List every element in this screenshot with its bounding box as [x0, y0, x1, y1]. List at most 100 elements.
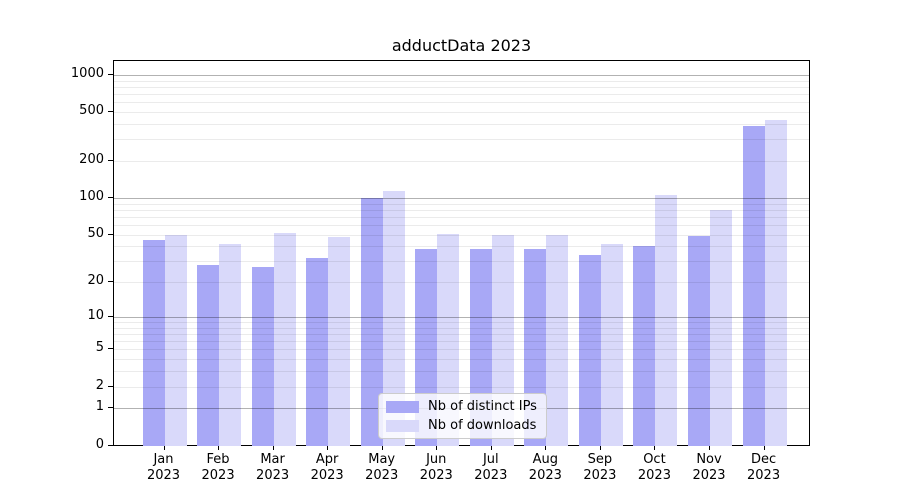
minor-gridline	[114, 234, 809, 236]
x-tick-label: Mar 2023	[256, 452, 290, 483]
bar-distinct-ips	[142, 240, 165, 446]
minor-gridline	[114, 341, 809, 343]
x-tick-label: Nov 2023	[692, 452, 726, 483]
y-tick-label: 20	[87, 273, 104, 289]
x-tick-mark	[163, 446, 165, 450]
x-tick-label: Oct 2023	[637, 452, 671, 483]
major-gridline	[114, 198, 809, 200]
major-gridline	[114, 75, 809, 77]
y-tick-mark	[108, 444, 113, 446]
minor-gridline	[114, 102, 809, 104]
bar-distinct-ips	[306, 258, 329, 446]
y-tick-label: 10	[87, 307, 104, 323]
y-tick-label: 100	[79, 189, 104, 205]
minor-gridline	[114, 112, 809, 114]
bar-downloads	[491, 234, 514, 446]
legend-swatch-distinct-ips	[386, 400, 419, 413]
y-tick-label: 2	[95, 377, 104, 393]
y-tick-mark	[108, 74, 113, 76]
bar-distinct-ips	[197, 264, 220, 446]
y-tick-mark	[108, 385, 113, 387]
y-tick-label: 200	[79, 152, 104, 168]
x-tick-mark	[490, 446, 492, 450]
y-tick-label: 1	[95, 399, 104, 415]
minor-gridline	[114, 216, 809, 218]
minor-gridline	[114, 371, 809, 373]
bar-downloads	[600, 243, 623, 446]
x-tick-mark	[545, 446, 547, 450]
bar-downloads	[764, 120, 787, 446]
y-tick-label: 1000	[70, 66, 104, 82]
minor-gridline	[114, 322, 809, 324]
y-tick-mark	[108, 160, 113, 162]
legend-label: Nb of distinct IPs	[428, 399, 537, 414]
minor-gridline	[114, 359, 809, 361]
y-tick-mark	[108, 281, 113, 283]
bar-downloads	[437, 233, 460, 446]
minor-gridline	[114, 139, 809, 141]
bar-distinct-ips	[742, 126, 765, 446]
x-tick-label: Aug 2023	[528, 452, 562, 483]
y-tick-label: 0	[95, 436, 104, 452]
y-tick-mark	[108, 111, 113, 113]
x-tick-mark	[218, 446, 220, 450]
bar-distinct-ips	[633, 246, 656, 446]
x-tick-mark	[763, 446, 765, 450]
y-tick-mark	[108, 348, 113, 350]
plot-area	[113, 60, 810, 446]
bar-distinct-ips	[578, 254, 601, 446]
legend: Nb of distinct IPs Nb of downloads	[378, 393, 547, 439]
bar-downloads	[328, 236, 351, 446]
legend-item: Nb of distinct IPs	[386, 399, 537, 414]
minor-gridline	[114, 203, 809, 205]
x-tick-label: Jan 2023	[146, 452, 181, 483]
minor-gridline	[114, 124, 809, 126]
x-tick-mark	[381, 446, 383, 450]
y-tick-mark	[108, 315, 113, 317]
bar-distinct-ips	[360, 198, 383, 446]
x-tick-label: Jul 2023	[474, 452, 508, 483]
y-tick-label: 50	[87, 225, 104, 241]
bar-distinct-ips	[688, 235, 710, 446]
x-tick-mark	[599, 446, 601, 450]
minor-gridline	[114, 209, 809, 211]
x-tick-label: Sep 2023	[583, 452, 617, 483]
minor-gridline	[114, 386, 809, 388]
minor-gridline	[114, 334, 809, 336]
y-tick-mark	[108, 197, 113, 199]
bar-downloads	[219, 243, 242, 446]
y-tick-mark	[108, 233, 113, 235]
x-tick-label: Feb 2023	[201, 452, 235, 483]
minor-gridline	[114, 349, 809, 351]
bar-downloads	[710, 209, 732, 446]
bar-downloads	[546, 234, 569, 446]
y-tick-label: 500	[79, 103, 104, 119]
x-tick-label: Dec 2023	[747, 452, 781, 483]
bar-downloads	[655, 195, 678, 446]
chart-title: adductData 2023	[391, 36, 532, 55]
x-tick-label: May 2023	[365, 452, 399, 483]
y-tick-mark	[108, 407, 113, 409]
minor-gridline	[114, 225, 809, 227]
bar-downloads	[382, 191, 405, 446]
minor-gridline	[114, 327, 809, 329]
bar-downloads	[164, 234, 187, 446]
minor-gridline	[114, 161, 809, 163]
minor-gridline	[114, 282, 809, 284]
x-tick-mark	[709, 446, 710, 450]
x-tick-mark	[654, 446, 656, 450]
minor-gridline	[114, 80, 809, 82]
bar-downloads	[273, 232, 296, 446]
minor-gridline	[114, 87, 809, 88]
legend-label: Nb of downloads	[428, 418, 537, 433]
legend-swatch-downloads	[386, 419, 419, 432]
x-tick-label: Apr 2023	[310, 452, 344, 483]
x-tick-mark	[436, 446, 438, 450]
bar-distinct-ips	[251, 266, 274, 446]
y-tick-label: 5	[95, 340, 104, 356]
minor-gridline	[114, 261, 809, 263]
x-tick-mark	[327, 446, 329, 450]
x-tick-mark	[272, 446, 274, 450]
major-gridline	[114, 316, 809, 318]
